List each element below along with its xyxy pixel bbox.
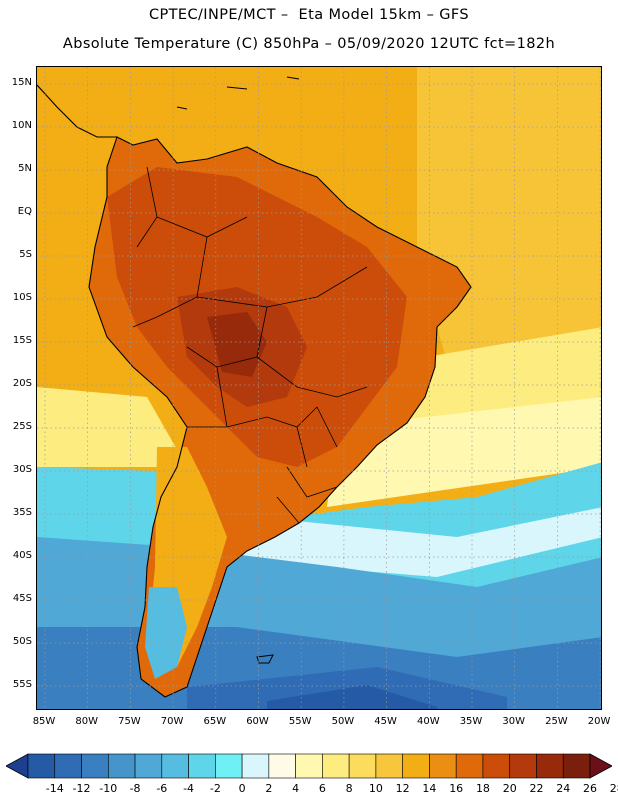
colorbar-label: 10 <box>368 782 383 795</box>
latitude-label: 5N <box>18 163 32 174</box>
longitude-label: 85W <box>32 716 56 727</box>
latitude-label: 20S <box>12 378 32 389</box>
country-borders <box>132 166 368 524</box>
colorbar-swatch <box>455 753 484 779</box>
colorbar <box>6 753 612 779</box>
longitude-label: 55W <box>288 716 312 727</box>
latitude-label: 30S <box>12 464 32 475</box>
latitude-label: 40S <box>12 550 32 561</box>
colorbar-label: -10 <box>99 782 118 795</box>
colorbar-swatch <box>536 753 564 779</box>
colorbar-swatch <box>188 753 216 779</box>
colorbar-label: -6 <box>156 782 168 795</box>
longitude-label: 70W <box>160 716 184 727</box>
land-core-zone <box>207 312 267 377</box>
temperature-map <box>36 66 602 710</box>
longitude-label: 45W <box>374 716 397 727</box>
latitude-label: EQ <box>17 206 32 217</box>
caribbean-islands <box>176 76 300 110</box>
map-title-line1: CPTEC/INPE/MCT – Eta Model 15km – GFS <box>148 7 470 23</box>
latitude-label: 25S <box>12 421 32 432</box>
colorbar-swatch <box>215 753 243 779</box>
colorbar-label: 12 <box>395 782 410 795</box>
colorbar-swatch <box>295 753 323 779</box>
latitude-label: 35S <box>12 507 32 518</box>
colorbar-label: 24 <box>556 782 571 795</box>
colorbar-label: -8 <box>129 782 141 795</box>
colorbar-swatch <box>54 753 82 779</box>
cold-core-zone <box>267 685 437 709</box>
latitude-label: 15N <box>11 77 32 88</box>
colorbar-swatch <box>161 753 189 779</box>
latitude-label: 45S <box>12 593 32 604</box>
colorbar-label: 20 <box>502 782 517 795</box>
colorbar-label: 16 <box>449 782 464 795</box>
longitude-label: 50W <box>331 716 355 727</box>
land-cold-patagonia <box>145 587 187 679</box>
colorbar-label: 26 <box>583 782 597 795</box>
colorbar-label: -4 <box>183 782 195 795</box>
colorbar-label: 6 <box>318 782 326 795</box>
latitude-label: 10N <box>11 120 32 131</box>
colorbar-swatch <box>482 753 511 779</box>
colorbar-label: -2 <box>209 782 221 795</box>
colorbar-swatch <box>375 753 403 779</box>
colorbar-min-arrow <box>6 753 29 779</box>
colorbar-swatch <box>268 753 296 779</box>
latitude-label: 55S <box>12 679 32 690</box>
latitude-label: 15S <box>12 335 32 346</box>
colorbar-label: 18 <box>475 782 490 795</box>
longitude-label: 40W <box>416 716 440 727</box>
colorbar-swatch <box>241 753 270 779</box>
temperature-field <box>37 67 601 709</box>
colorbar-swatch <box>402 753 430 779</box>
colorbar-label: 4 <box>292 782 300 795</box>
longitude-label: 60W <box>246 716 269 727</box>
colorbar-swatch <box>81 753 109 779</box>
colorbar-swatch <box>429 753 457 779</box>
longitude-label: 35W <box>459 716 483 727</box>
colorbar-label: -12 <box>72 782 91 795</box>
latitude-label: 10S <box>12 292 32 303</box>
longitude-label: 65W <box>203 716 227 727</box>
latitude-label: 50S <box>12 636 32 647</box>
latitude-label: 5S <box>19 249 32 260</box>
colorbar-swatch <box>562 753 591 779</box>
coastline <box>88 136 472 698</box>
colorbar-label: 8 <box>345 782 353 795</box>
colorbar-label: -14 <box>45 782 64 795</box>
colorbar-label: 22 <box>529 782 544 795</box>
colorbar-label: 2 <box>265 782 273 795</box>
colorbar-label: 14 <box>422 782 437 795</box>
cold-deepest-zone <box>187 667 507 709</box>
longitude-label: 20W <box>587 716 611 727</box>
longitude-label: 25W <box>545 716 568 727</box>
colorbar-label: 0 <box>238 782 246 795</box>
colorbar-label: 28 <box>609 782 618 795</box>
colorbar-swatch <box>134 753 163 779</box>
ocean-light-zone <box>417 67 601 397</box>
graticule <box>37 67 601 709</box>
longitude-label: 80W <box>75 716 98 727</box>
colorbar-swatch <box>322 753 350 779</box>
colorbar-max-arrow <box>589 753 612 779</box>
longitude-label: 30W <box>502 716 525 727</box>
map-title-line2: Absolute Temperature (C) 850hPa – 05/09/… <box>62 36 556 52</box>
longitude-label: 75W <box>118 716 141 727</box>
pacific-pale-zone <box>37 387 187 467</box>
colorbar-swatch <box>509 753 537 779</box>
colorbar-swatch <box>107 753 136 779</box>
colorbar-swatch <box>348 753 377 779</box>
central-america-coast <box>37 84 117 138</box>
colorbar-swatch <box>27 753 56 779</box>
